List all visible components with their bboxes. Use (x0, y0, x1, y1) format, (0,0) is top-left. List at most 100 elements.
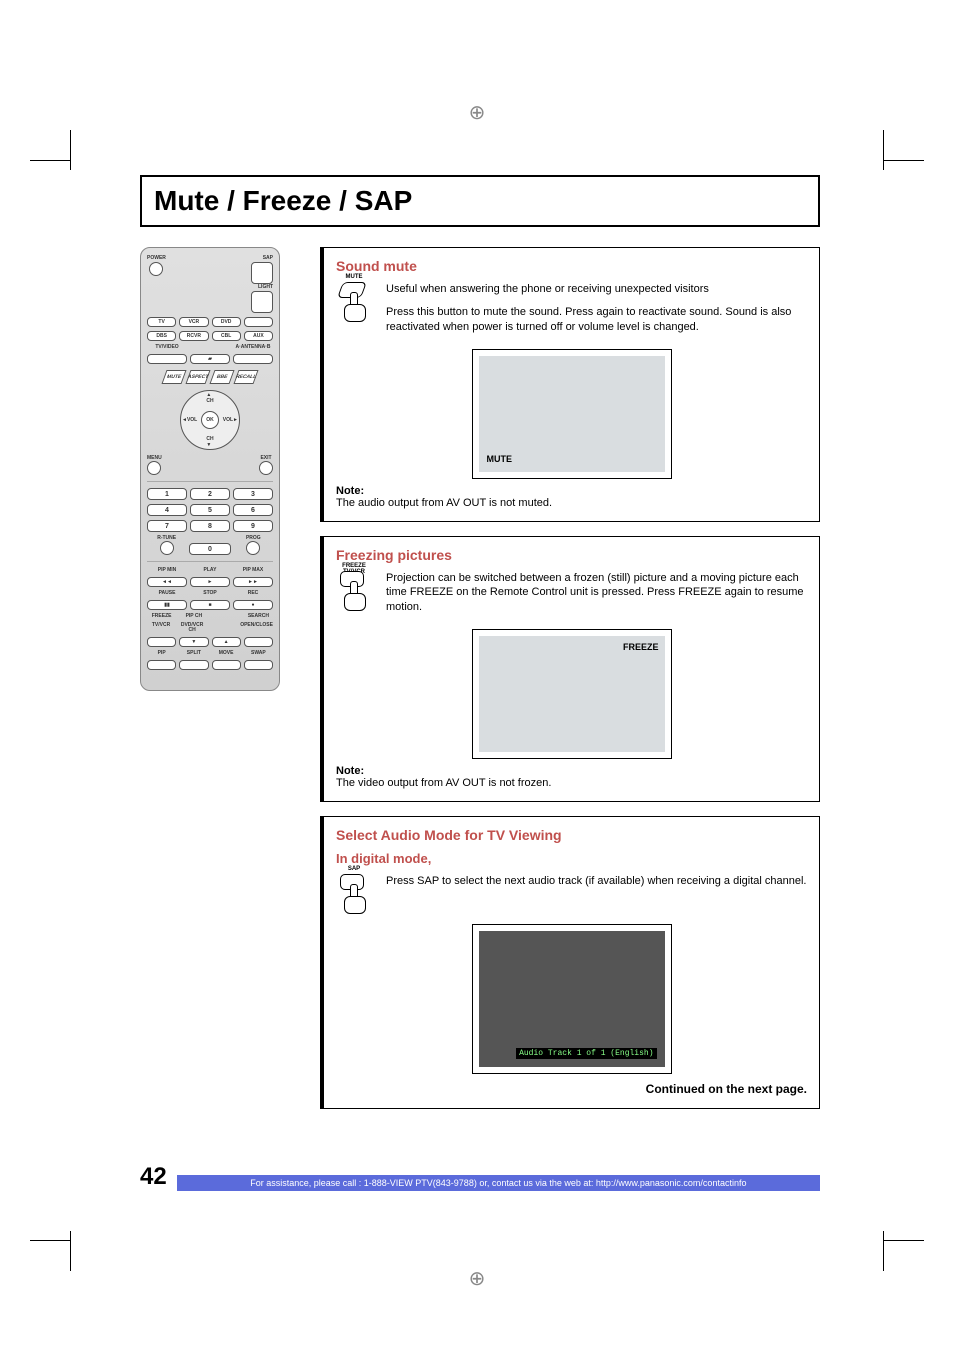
freeze-note-text: The video output from AV OUT is not froz… (336, 777, 807, 789)
lbl-split: SPLIT (179, 651, 208, 656)
lbl-swap: SWAP (244, 651, 273, 656)
ff-button: ►► (233, 577, 273, 587)
content-area: Mute / Freeze / SAP POWER SAP LIGHT (140, 175, 820, 1109)
sap-screen: Audio Track 1 of 1 (English) (472, 924, 672, 1074)
mute-diamond: MUTE (161, 370, 186, 384)
lbl-search: SEARCH (244, 614, 273, 619)
dbs-button: DBS (147, 331, 176, 341)
freeze-heading: Freezing pictures (336, 547, 807, 563)
tv-button: TV (147, 317, 176, 327)
power-button (149, 262, 163, 276)
num-1: 1 (147, 488, 187, 500)
page-number: 42 (140, 1163, 167, 1191)
play-button: ► (190, 577, 230, 587)
freeze-press-icon: FREEZE TV/VCR (336, 571, 372, 615)
page: ⊕ ⊕ Mute / Freeze / SAP POWER SAP (0, 0, 954, 1351)
num-0: 0 (189, 543, 230, 555)
rtune-button (160, 541, 174, 555)
lbl-freeze: FREEZE (147, 614, 176, 619)
mute-p2: Press this button to mute the sound. Pre… (386, 305, 807, 335)
split-button (179, 660, 208, 670)
crop-mark (30, 130, 90, 190)
continued-text: Continued on the next page. (336, 1082, 807, 1096)
sap-press-icon: SAP (336, 874, 372, 918)
power-label: POWER (147, 256, 166, 261)
footer: 42 For assistance, please call : 1-888-V… (140, 1163, 820, 1191)
cbl-button: CBL (212, 331, 241, 341)
swap-button (244, 660, 273, 670)
aux-button: AUX (244, 331, 273, 341)
tvvideo-label: TV/VIDEO (147, 345, 187, 350)
mute-heading: Sound mute (336, 258, 807, 274)
antenna-label: A·ANTENNA·B (233, 345, 273, 350)
dpad: OK ▲CH CH▼ ◄VOL VOL► (180, 390, 240, 450)
light-button (251, 291, 273, 313)
exit-button (259, 461, 273, 475)
freeze-note-label: Note: (336, 765, 807, 777)
aspect-diamond: ASPECT (185, 370, 210, 384)
crop-mark (864, 130, 924, 190)
mute-note-text: The audio output from AV OUT is not mute… (336, 497, 807, 509)
lbl-open: OPEN/CLOSE (240, 623, 273, 633)
right-column: Sound mute MUTE Useful when answering th… (320, 247, 820, 1109)
mute-screen: MUTE (472, 349, 672, 479)
freeze-button (147, 637, 176, 647)
stop-label: STOP (190, 591, 230, 596)
vol-right-label: VOL► (223, 417, 238, 423)
num-9: 9 (233, 520, 273, 532)
section-freeze: Freezing pictures FREEZE TV/VCR Projecti… (320, 536, 820, 803)
rcvr-button: RCVR (179, 331, 208, 341)
antenna-button (233, 354, 273, 364)
ok-button: OK (201, 411, 219, 429)
dvd-button: DVD (212, 317, 241, 327)
crop-mark (864, 1211, 924, 1271)
stop-button: ■ (190, 600, 230, 610)
num-2: 2 (190, 488, 230, 500)
vcr-button: VCR (179, 317, 208, 327)
freeze-p1: Projection can be switched between a fro… (386, 571, 807, 616)
mute-screen-text: MUTE (487, 454, 513, 464)
pipmin-label: PIP MIN (147, 568, 187, 573)
rec-label: REC (233, 591, 273, 596)
sap-subheading: In digital mode, (336, 851, 807, 866)
sap-heading: Select Audio Mode for TV Viewing (336, 827, 807, 843)
search-button (244, 637, 273, 647)
lbl-dvdvcr: DVD/VCR CH (178, 623, 206, 633)
mute-note-label: Note: (336, 485, 807, 497)
registration-mark-bottom: ⊕ (469, 1266, 486, 1291)
pause-button: ▮▮ (147, 600, 187, 610)
num-6: 6 (233, 504, 273, 516)
ch-up-label: ▲CH (206, 392, 213, 404)
blank-button (244, 317, 273, 327)
mute-press-icon: MUTE (336, 282, 372, 326)
freeze-screen-text: FREEZE (623, 642, 659, 652)
pipchup-button: ▲ (212, 637, 241, 647)
rew-button: ◄◄ (147, 577, 187, 587)
sd-button: ▰ (190, 354, 230, 364)
pause-label: PAUSE (147, 591, 187, 596)
prog-button (246, 541, 260, 555)
lbl-tvvcr: TV/VCR (147, 623, 175, 633)
remote-column: POWER SAP LIGHT TV VCR DVD (140, 247, 300, 1109)
lbl-pip: PIP (147, 651, 176, 656)
play-label: PLAY (190, 568, 230, 573)
menu-button (147, 461, 161, 475)
num-5: 5 (190, 504, 230, 516)
pipchdn-button: ▼ (179, 637, 208, 647)
crop-mark (30, 1211, 90, 1271)
tvvideo-button (147, 354, 187, 364)
section-sap: Select Audio Mode for TV Viewing In digi… (320, 816, 820, 1109)
vol-left-label: ◄VOL (182, 417, 197, 423)
freeze-screen: FREEZE (472, 629, 672, 759)
lbl-pipch: PIP CH (179, 614, 208, 619)
sap-button (251, 262, 273, 284)
registration-mark-top: ⊕ (469, 100, 486, 125)
recall-diamond: RECALL (233, 370, 258, 384)
num-3: 3 (233, 488, 273, 500)
light-label: LIGHT (258, 285, 273, 290)
mute-p1: Useful when answering the phone or recei… (386, 282, 807, 297)
move-button (212, 660, 241, 670)
rec-button: ● (233, 600, 273, 610)
lbl-move: MOVE (212, 651, 241, 656)
body-columns: POWER SAP LIGHT TV VCR DVD (140, 247, 820, 1109)
